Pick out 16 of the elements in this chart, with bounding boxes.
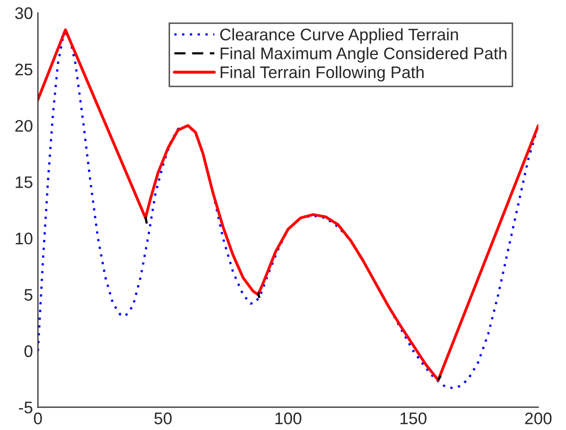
legend-label: Final Terrain Following Path (220, 66, 424, 82)
y-tick-label: 5 (24, 289, 32, 301)
x-tick-label: 50 (154, 412, 172, 424)
x-tick-label: 150 (400, 412, 426, 424)
y-tick-label: 25 (15, 64, 32, 76)
y-tick-label: 10 (16, 232, 32, 244)
x-tick-label: 0 (34, 412, 42, 424)
legend-label: Clearance Curve Applied Terrain (220, 28, 458, 44)
y-tick-label: 0 (24, 345, 32, 358)
y-tick-label: -5 (18, 402, 32, 414)
x-tick-label: 200 (525, 412, 552, 424)
legend-label: Final Maximum Angle Considered Path (220, 47, 506, 63)
x-tick-label: 100 (275, 412, 302, 424)
y-tick-label: 30 (15, 7, 32, 20)
y-tick-label: 15 (16, 176, 32, 188)
y-tick-label: 20 (15, 120, 32, 132)
